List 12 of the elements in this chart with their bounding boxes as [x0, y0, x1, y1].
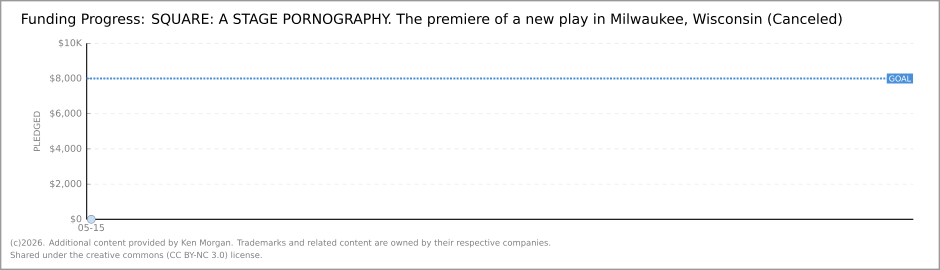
y-axis-title: PLEDGED: [34, 111, 40, 151]
y-tick-label: $10K: [58, 39, 82, 48]
ref-line-label: GOAL: [889, 76, 912, 82]
y-tick-label: $2,000: [50, 180, 82, 188]
y-tick-label: $4,000: [50, 144, 82, 154]
text: (c)2026. Additional content provided by Ken Morgan. Trademarks and related content are owned by their respective companies.: [10, 239, 550, 248]
y-tick-label: $0: [70, 215, 82, 224]
y-tick-label: $8,000: [50, 74, 82, 83]
y-tick-label: $6,000: [50, 109, 82, 118]
x-tick-label: 05-15: [78, 224, 104, 232]
text: Funding Progress: SQUARE: A STAGE PORNOGRAPHY. The premiere of a new play in Milwaukee, Wisconsin (Canceled): [22, 13, 842, 27]
text: Shared under the creative commons (CC BY-NC 3.0) license.: [10, 252, 262, 260]
